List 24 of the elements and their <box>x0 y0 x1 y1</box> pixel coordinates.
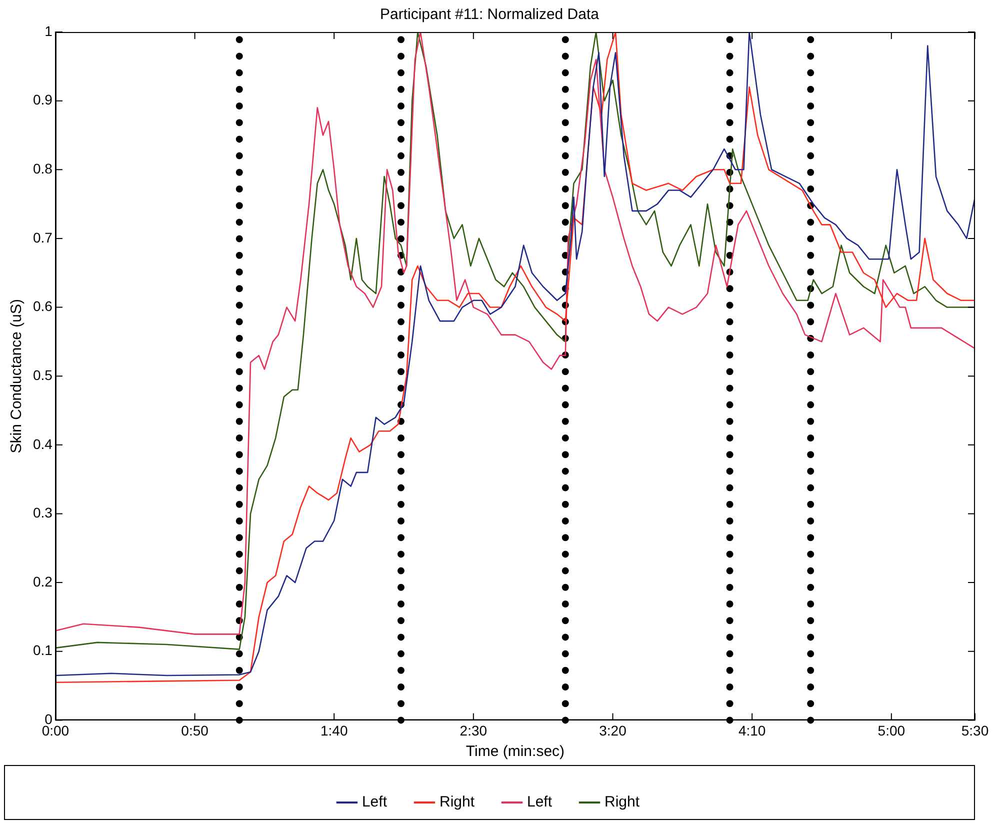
x-tick-label: 0:50 <box>181 722 209 738</box>
x-tick-label: 5:00 <box>878 722 906 738</box>
y-tick-label: 0.1 <box>32 642 53 658</box>
y-tick-label: 0.4 <box>32 436 53 452</box>
legend-label: Left <box>527 794 553 811</box>
y-tick-label: 0.3 <box>32 504 53 521</box>
y-tick-label: 1 <box>44 22 53 39</box>
y-tick-label: 0.9 <box>32 92 53 108</box>
y-tick-label: 0.7 <box>32 229 53 246</box>
legend-label: Right <box>439 794 476 811</box>
y-tick-label: 0.2 <box>32 573 53 590</box>
x-tick-label: 3:20 <box>599 722 627 738</box>
y-tick-label: 0.6 <box>32 298 53 314</box>
y-tick-label: 0.8 <box>32 160 53 176</box>
chart-title: Participant #11: Normalized Data <box>380 6 600 24</box>
x-tick-label: 4:10 <box>738 722 766 738</box>
legend-label: Right <box>604 794 640 811</box>
legend-label: Left <box>362 794 388 811</box>
x-axis-title: Time (min:sec) <box>466 743 565 760</box>
y-axis-title: Skin Conductance (uS) <box>8 298 26 454</box>
y-tick-label: 0.5 <box>32 366 53 383</box>
x-tick-label: 1:40 <box>320 722 348 738</box>
x-tick-label: 2:30 <box>460 722 488 738</box>
x-tick-label: 5:30 <box>961 722 989 738</box>
